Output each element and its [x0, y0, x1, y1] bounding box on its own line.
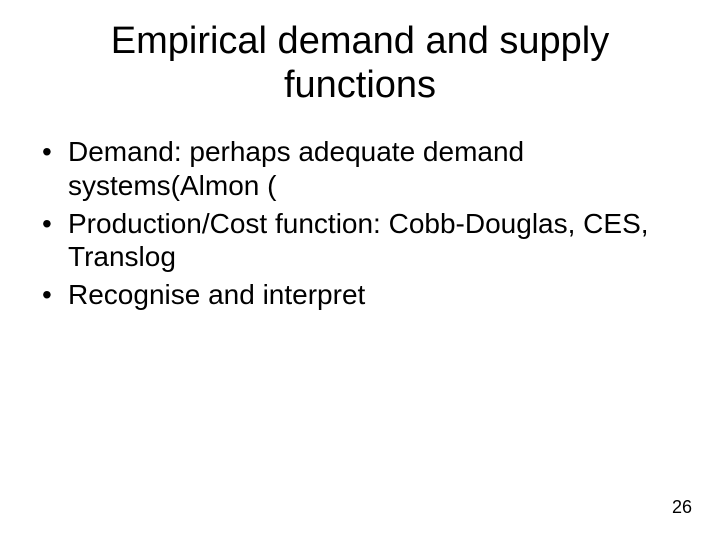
- page-number: 26: [672, 497, 692, 518]
- bullet-list: Demand: perhaps adequate demand systems(…: [40, 135, 680, 311]
- slide: Empirical demand and supply functions De…: [0, 0, 720, 540]
- title-line-2: functions: [284, 64, 436, 106]
- slide-title: Empirical demand and supply functions: [0, 0, 720, 107]
- slide-body: Demand: perhaps adequate demand systems(…: [0, 107, 720, 311]
- list-item: Recognise and interpret: [40, 278, 680, 312]
- list-item: Production/Cost function: Cobb-Douglas, …: [40, 207, 680, 274]
- list-item: Demand: perhaps adequate demand systems(…: [40, 135, 680, 202]
- title-line-1: Empirical demand and supply: [111, 20, 610, 62]
